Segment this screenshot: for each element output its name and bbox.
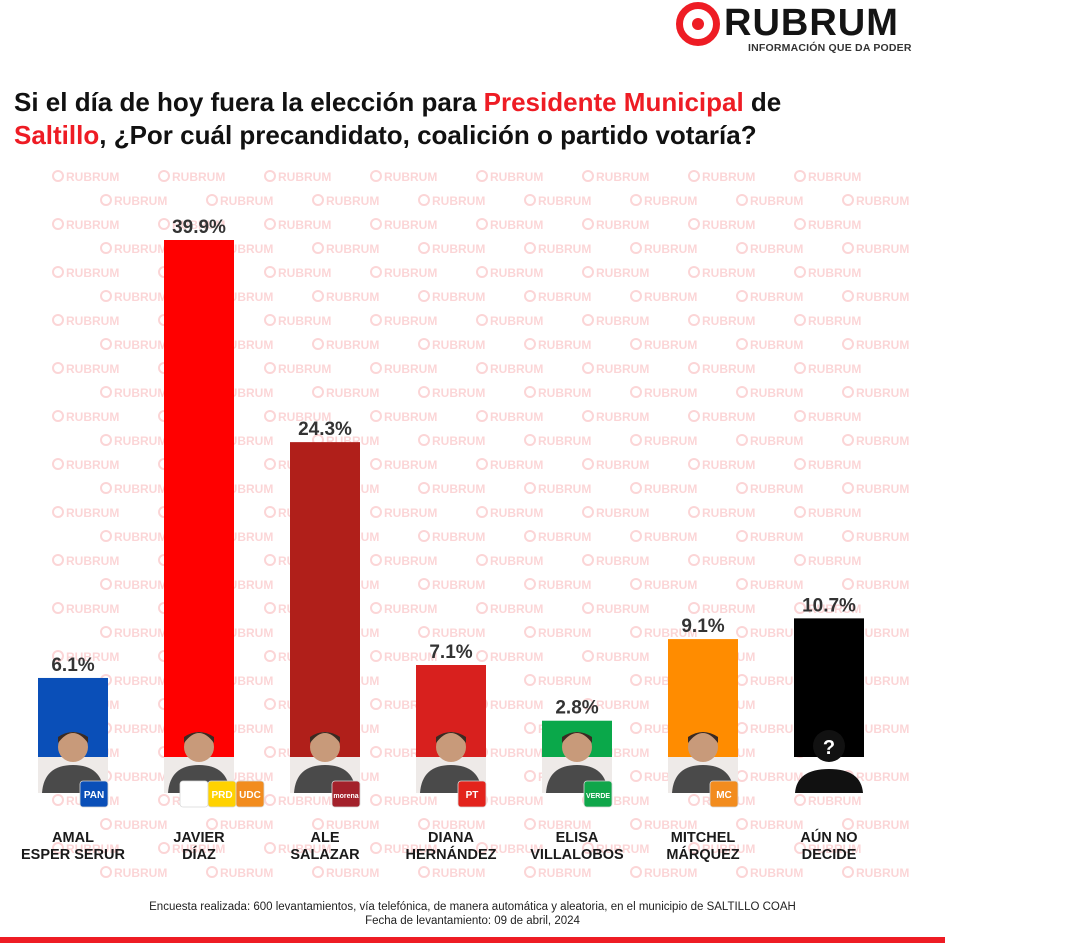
candidate-photo: [38, 732, 108, 793]
value-label-2: 39.9%: [172, 217, 226, 238]
bar-3: [290, 442, 360, 757]
category-label-3-line-1: ALE: [311, 830, 340, 846]
survey-method-text: Encuesta realizada: 600 levantamientos, …: [149, 901, 796, 913]
party-logo-udc-icon: UDC: [235, 780, 265, 808]
category-label-2-line-1: JAVIER: [173, 830, 225, 846]
survey-date-text: Fecha de levantamiento: 09 de abril, 202…: [365, 915, 580, 927]
svg-text:PAN: PAN: [84, 790, 104, 801]
rubrum-logo: RUBRUM INFORMACIÓN QUE DA PODER: [676, 0, 946, 60]
party-logo-mc-icon: MC: [709, 780, 739, 808]
title-part-1: Si el día de hoy fuera la elección para: [14, 87, 484, 117]
logo-name: RUBRUM: [724, 2, 899, 44]
category-label-2-line-2: DÍAZ: [182, 846, 216, 863]
value-label-3: 24.3%: [298, 419, 352, 440]
party-logo-morena-icon: morena: [331, 780, 361, 808]
value-label-5: 2.8%: [555, 698, 598, 719]
party-logo-pri-icon: PRI: [179, 780, 209, 808]
logo-target-icon: [676, 2, 720, 46]
svg-text:?: ?: [823, 737, 835, 759]
svg-text:VERDE: VERDE: [586, 793, 610, 800]
category-label-6-line-1: MITCHEL: [671, 830, 736, 846]
footer-accent-bar: [0, 937, 945, 943]
party-logo-pt-icon: PT: [457, 780, 487, 808]
chart-title: Si el día de hoy fuera la elección para …: [14, 86, 1014, 152]
category-label-1-line-2: ESPER SERUR: [21, 847, 125, 863]
category-label-5-line-1: ELISA: [556, 830, 599, 846]
category-label-7-line-1: AÚN NO: [800, 828, 857, 846]
category-label-4-line-2: HERNÁNDEZ: [405, 846, 496, 863]
party-logo-prd-icon: PRD: [207, 780, 237, 808]
category-label-7-line-2: DECIDE: [802, 847, 857, 863]
survey-footnote: Encuesta realizada: 600 levantamientos, …: [0, 900, 945, 928]
svg-text:UDC: UDC: [239, 790, 261, 801]
svg-text:PT: PT: [466, 790, 479, 801]
value-label-1: 6.1%: [51, 655, 94, 676]
value-label-4: 7.1%: [429, 642, 472, 663]
value-label-7: 10.7%: [802, 595, 856, 616]
svg-text:PRI: PRI: [186, 790, 203, 801]
bar-2: [164, 240, 234, 757]
unknown-person-icon: ?: [795, 730, 863, 793]
party-logo-pan-icon: PAN: [79, 780, 109, 808]
category-label-6-line-2: MÁRQUEZ: [666, 846, 739, 863]
title-highlight-office: Presidente Municipal: [483, 87, 744, 117]
svg-text:PRD: PRD: [211, 790, 232, 801]
title-part-2: de: [743, 87, 782, 117]
svg-text:MC: MC: [716, 790, 732, 801]
logo-tagline: INFORMACIÓN QUE DA PODER: [748, 42, 912, 54]
category-label-4-line-1: DIANA: [428, 830, 474, 846]
title-highlight-city: Saltillo: [14, 120, 100, 150]
category-label-1-line-1: AMAL: [52, 830, 94, 846]
category-label-5-line-2: VILLALOBOS: [530, 847, 624, 863]
title-part-3: , ¿Por cuál precandidato, coalición o pa…: [99, 120, 757, 150]
category-label-3-line-2: SALAZAR: [290, 847, 360, 863]
value-label-6: 9.1%: [681, 616, 724, 637]
svg-text:morena: morena: [333, 793, 358, 800]
party-logo-verde-icon: VERDE: [583, 780, 613, 808]
